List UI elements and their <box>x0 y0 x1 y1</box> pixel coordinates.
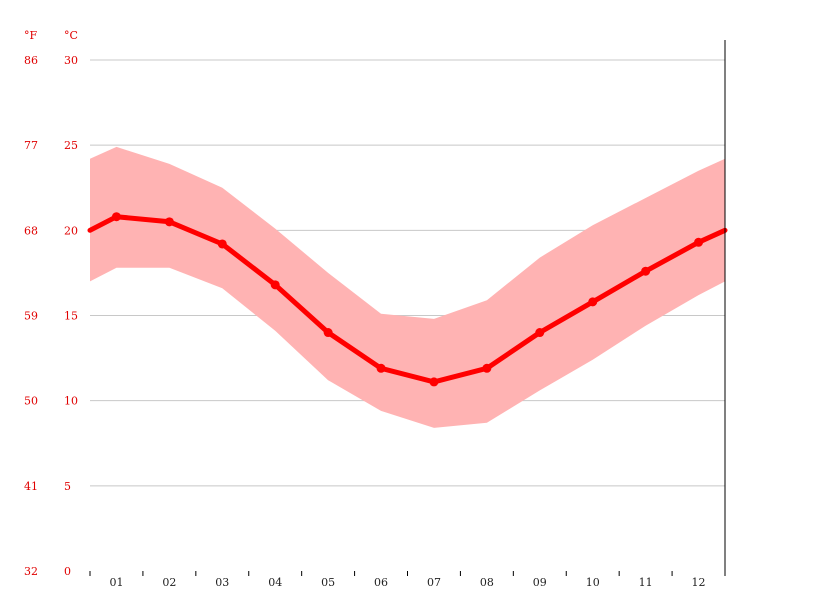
y-tick-label-fahrenheit: 50 <box>24 395 38 408</box>
x-tick-label: 01 <box>109 576 123 589</box>
average-point <box>641 266 651 276</box>
x-tick-label: 08 <box>480 576 494 589</box>
x-tick-label: 04 <box>268 576 282 589</box>
y-tick-label-fahrenheit: 59 <box>24 310 38 323</box>
y-tick-label-celsius: 25 <box>64 139 78 152</box>
temperature-range-band <box>90 146 725 428</box>
average-point <box>376 363 386 373</box>
y-tick-label-celsius: 10 <box>64 395 78 408</box>
x-tick-label: 05 <box>321 576 335 589</box>
average-temperature-line <box>87 212 728 387</box>
x-tick-label: 11 <box>639 576 653 589</box>
y-tick-label-celsius: 30 <box>64 54 78 67</box>
average-point <box>270 280 280 290</box>
average-point <box>111 212 121 222</box>
celsius-unit-label: °C <box>64 29 78 42</box>
x-tick-label: 06 <box>374 576 388 589</box>
y-tick-label-fahrenheit: 32 <box>24 565 38 578</box>
average-point <box>482 363 492 373</box>
average-point <box>429 377 439 387</box>
average-point <box>694 237 704 247</box>
x-tick-label: 12 <box>692 576 706 589</box>
average-line <box>87 214 728 385</box>
average-point <box>323 328 333 338</box>
y-tick-label-celsius: 15 <box>64 310 78 323</box>
y-tick-label-fahrenheit: 86 <box>24 54 38 67</box>
average-point <box>535 328 545 338</box>
x-tick-label: 10 <box>586 576 600 589</box>
y-tick-label-celsius: 20 <box>64 224 78 237</box>
y-tick-label-fahrenheit: 41 <box>24 480 38 493</box>
y-tick-label-fahrenheit: 77 <box>24 139 38 152</box>
average-point <box>588 297 598 307</box>
x-tick-label: 02 <box>162 576 176 589</box>
x-tick-label: 03 <box>215 576 229 589</box>
average-point <box>217 239 227 249</box>
fahrenheit-unit-label: °F <box>24 29 38 42</box>
y-tick-label-celsius: 5 <box>64 480 71 493</box>
axes <box>89 40 726 576</box>
range-band-area <box>90 146 725 428</box>
x-tick-label: 07 <box>427 576 441 589</box>
x-tick-label: 09 <box>533 576 547 589</box>
average-point <box>164 217 174 227</box>
y-tick-label-fahrenheit: 68 <box>24 224 38 237</box>
y-tick-label-celsius: 0 <box>64 565 71 578</box>
